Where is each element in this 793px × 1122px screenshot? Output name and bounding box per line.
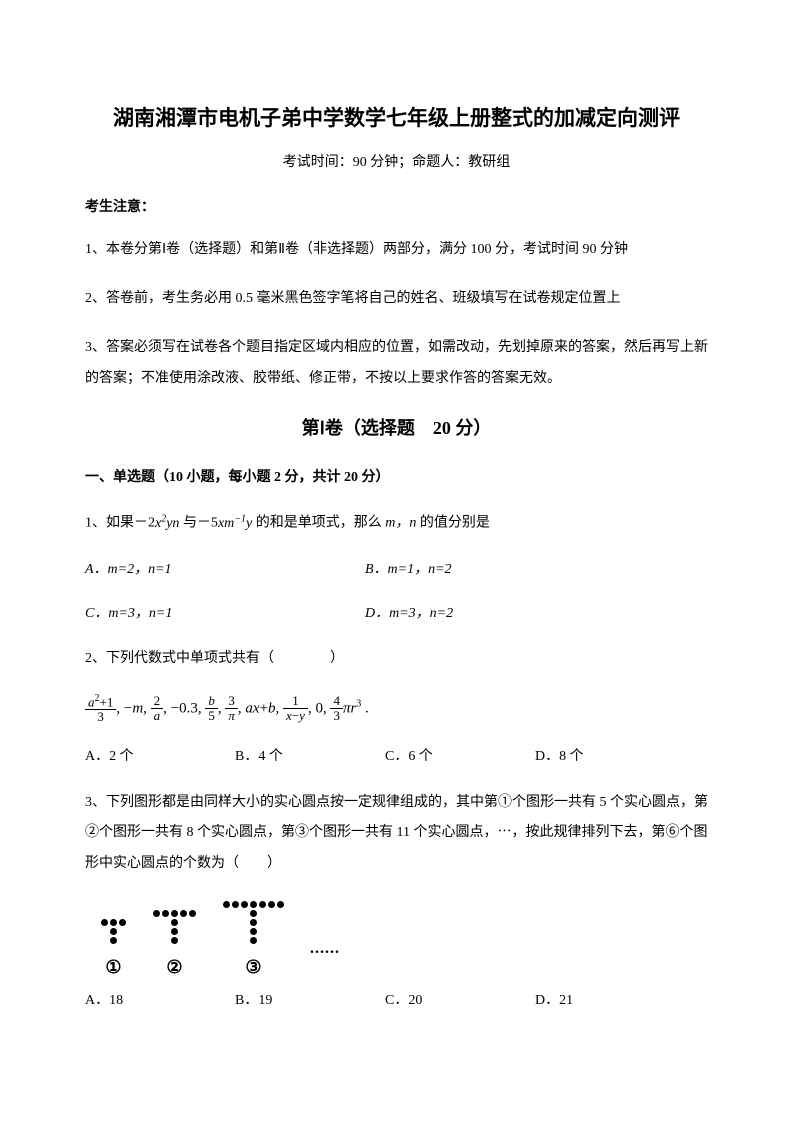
q3-options: A．18 B．19 C．20 D．21 [85, 988, 708, 1013]
q3-opt-b: B．19 [235, 988, 385, 1013]
q3-opt-c: C．20 [385, 988, 535, 1013]
q1-opt-d: D．m=3，n=2 [365, 601, 453, 626]
q2-opt-b: B．4 个 [235, 744, 385, 769]
q1-expr1: x2yn [155, 516, 179, 531]
fig-label-2: ② [166, 951, 182, 983]
figure-1: ① [100, 918, 127, 983]
q1-text-start: 1、如果－2 [85, 516, 155, 531]
q1-text-final: 的值分别是 [416, 516, 490, 531]
notice-1: 1、本卷分第Ⅰ卷（选择题）和第Ⅱ卷（非选择题）两部分，满分 100 分，考试时间… [85, 235, 708, 266]
ellipsis: ...... [310, 935, 340, 964]
question-2: 2、下列代数式中单项式共有（ ） [85, 644, 708, 675]
section-title: 第Ⅰ卷（选择题 20 分） [85, 412, 708, 444]
q2-opt-a: A．2 个 [85, 744, 235, 769]
question-3: 3、下列图形都是由同样大小的实心圆点按一定规律组成的，其中第①个图形一共有 5 … [85, 788, 708, 880]
q1-expr2: xm−1y [218, 516, 252, 531]
fig-label-3: ③ [245, 951, 261, 983]
q2-opt-c: C．6 个 [385, 744, 535, 769]
q1-options-row1: A．m=2，n=1 B．m=1，n=2 [85, 557, 708, 582]
q2-options: A．2 个 B．4 个 C．6 个 D．8 个 [85, 744, 708, 769]
q2-opt-d: D．8 个 [535, 744, 685, 769]
figure-2: ② [152, 909, 197, 983]
page-title: 湖南湘潭市电机子弟中学数学七年级上册整式的加减定向测评 [85, 100, 708, 138]
q1-text-end: 的和是单项式，那么 [252, 516, 385, 531]
q3-figures: ① ② ③ ...... [100, 900, 708, 983]
q1-opt-c: C．m=3，n=1 [85, 601, 365, 626]
notice-2: 2、答卷前，考生务必用 0.5 毫米黑色签字笔将自己的姓名、班级填写在试卷规定位… [85, 284, 708, 315]
q2-formula: a2+13, −m, 2a, −0.3, b5, 3π, ax+b, 1x−y,… [85, 693, 708, 725]
q1-vars: m，n [385, 516, 416, 531]
subtitle: 考试时间：90 分钟；命题人：教研组 [85, 150, 708, 175]
figure-3: ③ [222, 900, 285, 983]
q1-text-mid: 与－5 [179, 516, 218, 531]
fig-label-1: ① [105, 951, 121, 983]
notice-3: 3、答案必须写在试卷各个题目指定区域内相应的位置，如需改动，先划掉原来的答案，然… [85, 333, 708, 395]
q1-options-row2: C．m=3，n=1 D．m=3，n=2 [85, 601, 708, 626]
q1-opt-a: A．m=2，n=1 [85, 557, 365, 582]
q3-opt-a: A．18 [85, 988, 235, 1013]
q1-opt-b: B．m=1，n=2 [365, 557, 452, 582]
question-1: 1、如果－2x2yn 与－5xm−1y 的和是单项式，那么 m，n 的值分别是 [85, 508, 708, 539]
notice-header: 考生注意： [85, 195, 708, 220]
q3-opt-d: D．21 [535, 988, 685, 1013]
subsection-title: 一、单选题（10 小题，每小题 2 分，共计 20 分） [85, 465, 708, 490]
